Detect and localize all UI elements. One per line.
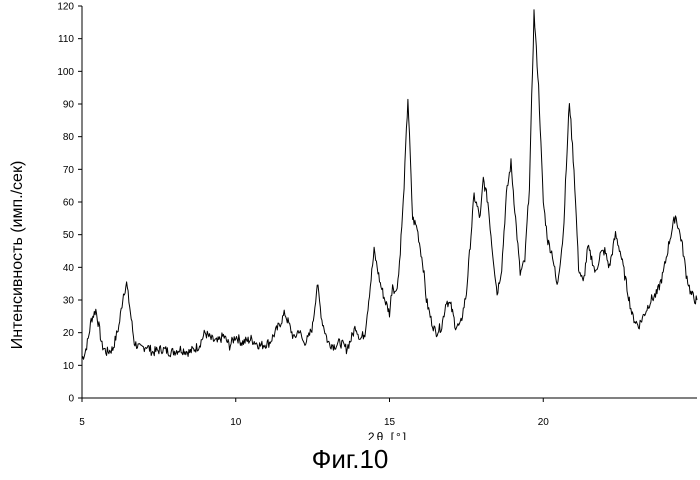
intensity-series-line [82, 10, 697, 360]
y-tick-label: 100 [57, 67, 74, 78]
y-axis-title: Интенсивность (имп./сек) [9, 161, 26, 350]
axes [82, 6, 697, 398]
diffraction-chart: 0 10 20 30 40 50 60 70 80 90 100 110 120 5 10 15 20 Инте… [0, 0, 700, 440]
y-tick-label: 70 [63, 165, 75, 176]
y-tick-label: 40 [63, 263, 75, 274]
y-tick-label: 110 [58, 34, 74, 45]
x-axis-title: 2θ [°] [368, 430, 408, 440]
x-tick-label: 10 [230, 417, 242, 428]
x-tick-label: 20 [538, 417, 550, 428]
y-tick-label: 20 [63, 328, 75, 339]
y-tick-label: 50 [63, 230, 75, 241]
figure-caption: Фиг.10 [0, 444, 700, 475]
x-tick-label: 15 [384, 417, 396, 428]
x-tick-label: 5 [79, 417, 85, 428]
y-tick-label: 120 [57, 2, 74, 13]
ticks: 0 10 20 30 40 50 60 70 80 90 100 110 120 5 10 15 20 [57, 2, 549, 429]
y-tick-label: 80 [63, 132, 75, 143]
y-tick-label: 60 [63, 198, 75, 209]
y-tick-label: 10 [63, 361, 75, 372]
y-tick-label: 30 [63, 296, 75, 307]
y-tick-label: 0 [68, 394, 74, 405]
y-tick-label: 90 [63, 100, 75, 111]
